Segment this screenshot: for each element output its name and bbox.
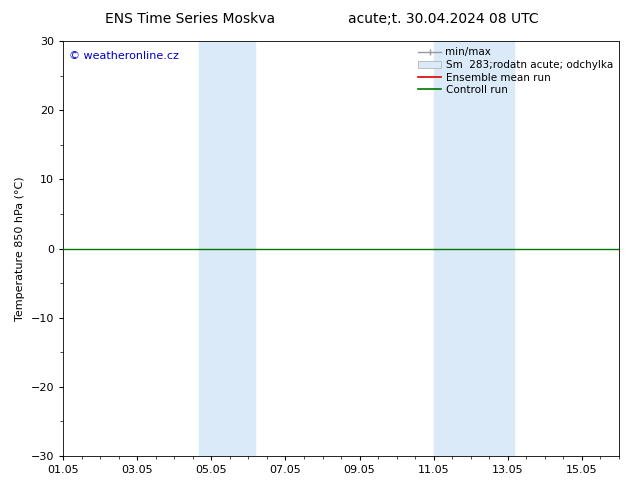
Text: acute;t. 30.04.2024 08 UTC: acute;t. 30.04.2024 08 UTC — [349, 12, 539, 26]
Bar — [434, 41, 514, 456]
Bar — [199, 41, 255, 456]
Legend: min/max, Sm  283;rodatn acute; odchylka, Ensemble mean run, Controll run: min/max, Sm 283;rodatn acute; odchylka, … — [414, 43, 617, 99]
Y-axis label: Temperature 850 hPa (°C): Temperature 850 hPa (°C) — [15, 176, 25, 321]
Text: © weatheronline.cz: © weatheronline.cz — [68, 51, 179, 61]
Text: ENS Time Series Moskva: ENS Time Series Moskva — [105, 12, 275, 26]
